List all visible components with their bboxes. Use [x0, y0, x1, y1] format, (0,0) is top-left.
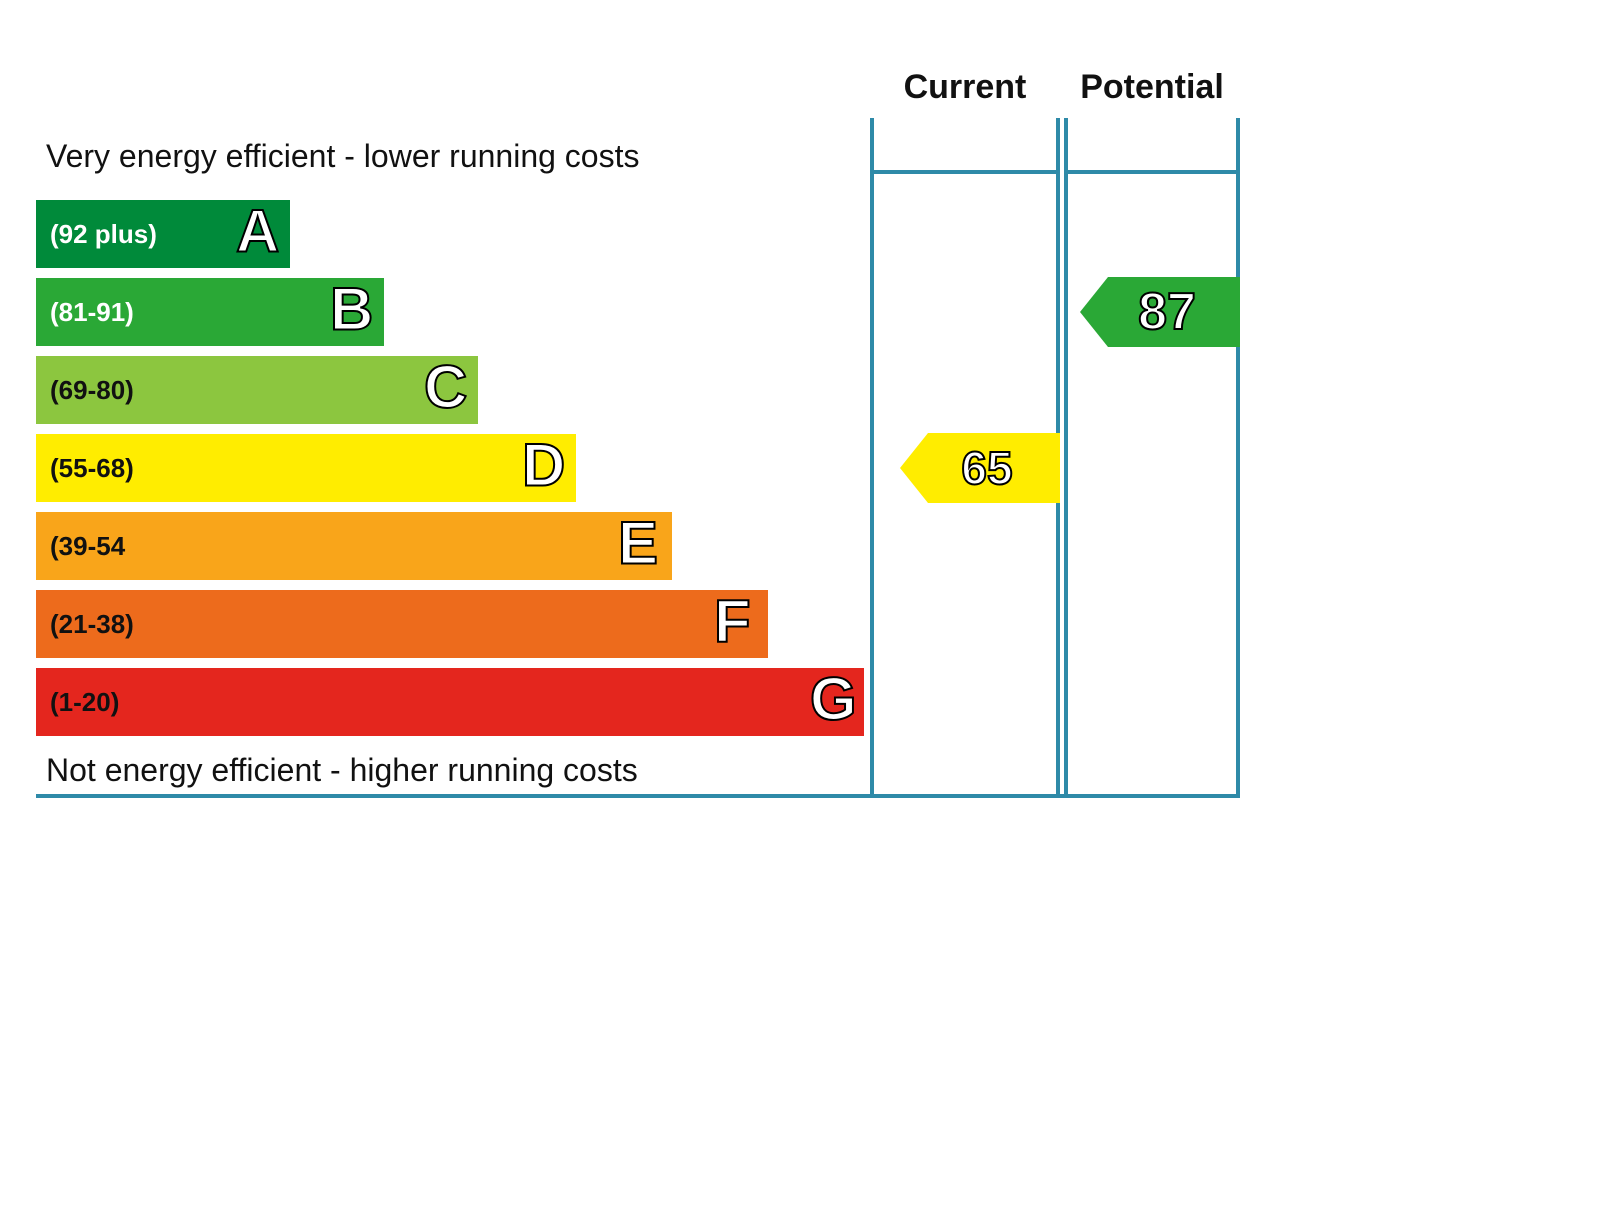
top-efficiency-label: Very energy efficient - lower running co… — [46, 138, 639, 175]
rating-band-c: (69-80) C — [36, 356, 478, 424]
rating-band-g: (1-20) G — [36, 668, 864, 736]
rating-band-letter: E — [618, 514, 658, 574]
column-header-divider — [874, 170, 1056, 174]
chart-baseline — [36, 794, 1240, 798]
rating-band-range: (69-80) — [36, 375, 134, 406]
rating-band-letter: G — [810, 670, 857, 730]
rating-band-letter: F — [714, 592, 751, 652]
rating-band-range: (39-54 — [36, 531, 125, 562]
rating-band-range: (21-38) — [36, 609, 134, 640]
rating-band-b: (81-91) B — [36, 278, 384, 346]
bottom-efficiency-label: Not energy efficient - higher running co… — [46, 752, 638, 789]
potential-column: Potential — [1064, 118, 1240, 794]
potential-rating-marker: 87 — [1080, 277, 1240, 347]
rating-band-range: (81-91) — [36, 297, 134, 328]
rating-band-letter: C — [424, 358, 467, 418]
potential-rating-value: 87 — [1138, 286, 1196, 338]
potential-column-header: Potential — [1068, 68, 1236, 107]
epc-chart: Very energy efficient - lower running co… — [0, 0, 1606, 1205]
rating-band-e: (39-54 E — [36, 512, 672, 580]
rating-band-letter: D — [522, 436, 565, 496]
rating-band-letter: A — [236, 202, 279, 262]
rating-band-a: (92 plus) A — [36, 200, 290, 268]
current-rating-marker: 65 — [900, 433, 1060, 503]
column-header-divider — [1068, 170, 1236, 174]
rating-band-letter: B — [330, 280, 373, 340]
current-column-header: Current — [874, 68, 1056, 107]
rating-band-f: (21-38) F — [36, 590, 768, 658]
current-rating-value: 65 — [961, 445, 1012, 491]
rating-band-range: (55-68) — [36, 453, 134, 484]
rating-band-range: (1-20) — [36, 687, 119, 718]
rating-band-d: (55-68) D — [36, 434, 576, 502]
rating-band-range: (92 plus) — [36, 219, 157, 250]
